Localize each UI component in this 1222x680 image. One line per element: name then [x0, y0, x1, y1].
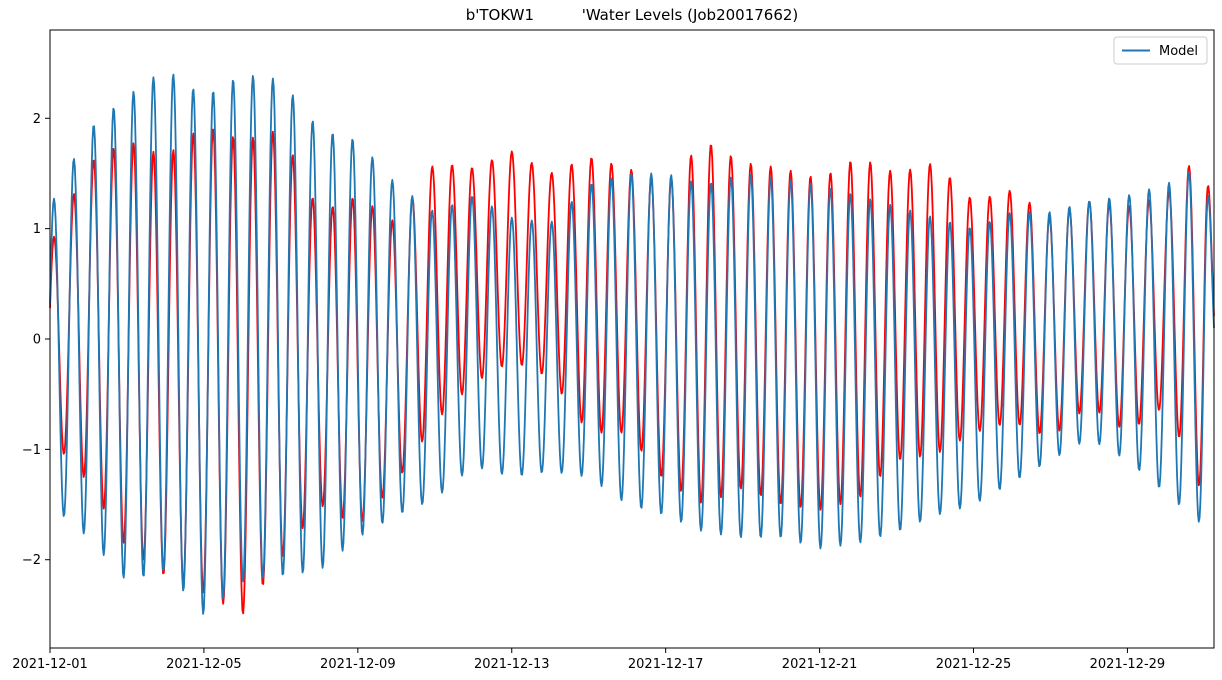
series-line-model	[49, 73, 1215, 615]
x-tick-label: 2021-12-01	[12, 657, 88, 672]
legend: Model	[1113, 36, 1208, 65]
legend-label-model: Model	[1159, 44, 1198, 59]
x-tick-label: 2021-12-21	[782, 657, 858, 672]
y-tick-label: 0	[33, 333, 41, 348]
x-tick-label: 2021-12-05	[166, 657, 242, 672]
y-tick-label: 2	[33, 112, 41, 127]
legend-box	[1113, 36, 1208, 65]
series-layer	[49, 73, 1215, 615]
y-tick-label: 1	[33, 222, 41, 237]
x-tick-label: 2021-12-17	[628, 657, 704, 672]
y-axis: −2 −1 0 1 2	[22, 112, 50, 568]
y-tick-label: −1	[22, 443, 41, 458]
x-axis: 2021-12-01 2021-12-05 2021-12-09 2021-12-13…	[12, 648, 1165, 672]
x-tick-label: 2021-12-13	[474, 657, 550, 672]
x-tick-label: 2021-12-25	[936, 657, 1012, 672]
y-tick-label: −2	[22, 553, 41, 568]
series-line-observed	[49, 128, 1215, 615]
x-tick-label: 2021-12-29	[1090, 657, 1166, 672]
chart-title: b'TOKW1 'Water Levels (Job20017662)	[465, 6, 799, 24]
x-tick-label: 2021-12-09	[320, 657, 396, 672]
